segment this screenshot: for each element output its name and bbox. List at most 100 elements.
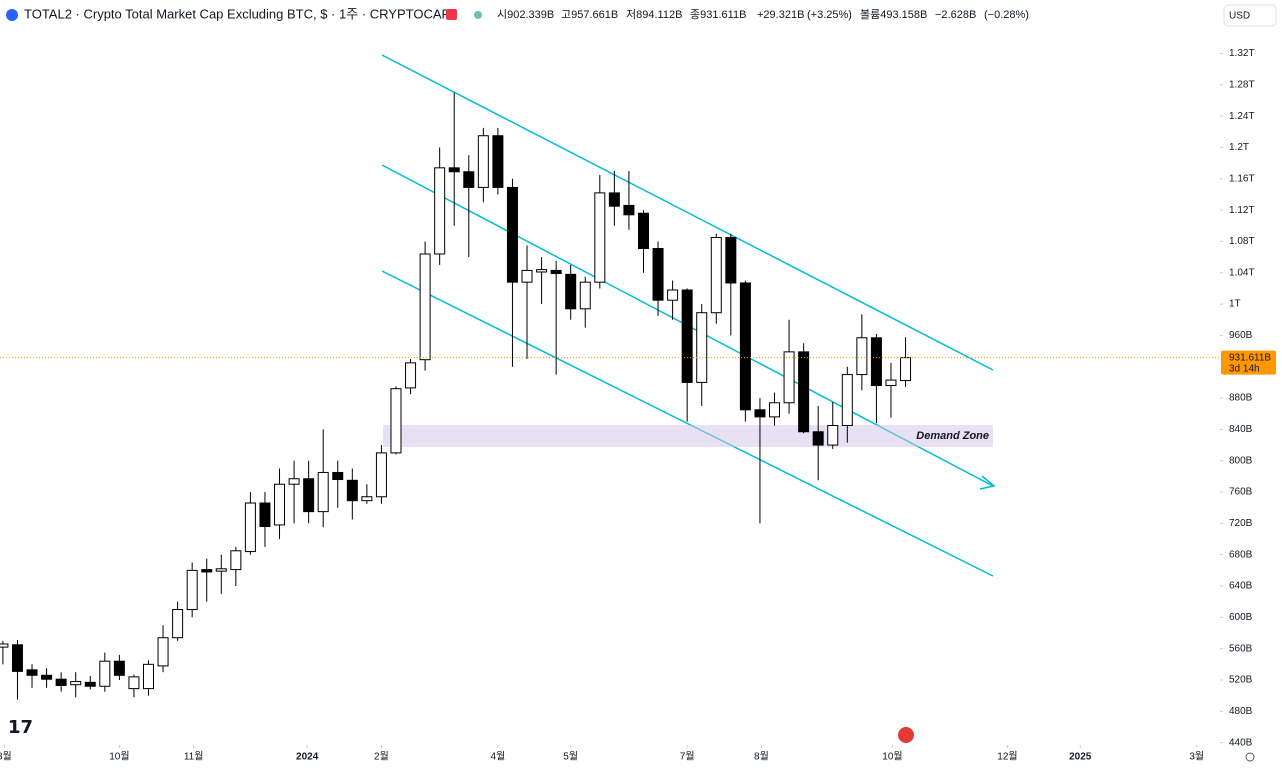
header-stat: −2.628B [935,9,976,21]
candle-body [375,452,387,498]
y-tick-label: 480B [1229,706,1253,717]
y-tick-label: 560B [1229,643,1253,654]
header-stat: 시902.339B [497,9,554,21]
header-stat: 저894.112B [626,8,682,21]
y-tick-label: 1T [1229,299,1241,310]
candle-body [827,424,839,446]
candle-body [142,663,154,690]
candle-body [754,409,766,418]
candle-body [492,135,504,188]
currency-label: USD [1229,11,1250,22]
candle-body [506,186,518,283]
candle-body [841,374,853,426]
candle-body [885,379,897,387]
candle-body [244,502,256,553]
event-icon[interactable] [898,727,914,743]
price-badge [1221,350,1276,375]
y-tick-label: 600B [1229,612,1253,623]
x-tick-label: 3월 [1189,751,1204,763]
y-tick-label: 680B [1229,549,1253,560]
candle-body [536,269,548,273]
candle-body [332,471,344,481]
candle-body [230,550,242,571]
candle-body [55,678,67,686]
candle-body [623,204,635,216]
candle-body [288,478,300,485]
candle-body [317,471,329,513]
candle-body [608,192,620,207]
countdown-label: 3d 14h [1229,363,1260,374]
candle-body [812,431,824,446]
candle-body [26,669,38,676]
candle-body [477,135,489,188]
demand-zone [383,425,993,447]
candle-body [172,609,184,639]
y-tick-label: 1.24T [1229,111,1255,122]
header-stat: +29.321B [757,9,804,21]
logo: 𝟭𝟳 [8,717,33,737]
candle-body [186,569,198,611]
candle-body [70,681,82,686]
candle-body [579,281,591,310]
y-tick-label: 800B [1229,455,1253,466]
candle-body [856,337,868,376]
y-tick-label: 1.08T [1229,236,1255,247]
candle-body [303,478,315,513]
header-stat: (+3.25%) [807,9,852,21]
channel-top [381,54,994,371]
candle-body [521,269,533,283]
candle-body [361,496,373,502]
candle-body [798,351,810,433]
y-tick-label: 520B [1229,675,1253,686]
x-tick-label: 2월 [374,751,389,763]
x-tick-label: 2025 [1069,752,1092,763]
candle-body [448,167,460,173]
candle-body [259,502,271,528]
candle-body [696,312,708,383]
candle-body [594,192,606,283]
candle-body [725,237,737,284]
y-tick-label: 840B [1229,424,1253,435]
header-stat: (−0.28%) [984,9,1029,21]
y-tick-label: 720B [1229,518,1253,529]
header-stat: 고957.661B [561,9,618,21]
x-tick-label: 8월 [754,751,769,763]
candle-body [346,479,358,502]
candle-body [637,212,649,249]
candle-body [550,269,562,275]
y-tick-label: 1.2T [1229,142,1249,153]
candle-body [652,247,664,301]
candle-body [11,644,23,672]
currency-button[interactable] [1223,4,1277,27]
candle-body [0,643,9,648]
status-dot [474,11,482,19]
symbol-icon [6,9,18,21]
candle-body [274,483,286,526]
y-tick-label: 1.16T [1229,173,1255,184]
x-tick-label: 2024 [296,752,319,763]
candle-body [99,660,111,687]
candle-body [667,289,679,301]
header-stat: 볼륨493.158B [860,8,927,21]
y-tick-label: 1.32T [1229,48,1255,59]
channel-bottom [381,270,994,577]
header-stat: 종931.611B [690,9,746,21]
settings-icon[interactable] [1245,752,1255,762]
y-tick-label: 1.12T [1229,205,1255,216]
flag-icon[interactable] [446,9,457,20]
candle-body [84,681,96,687]
candle-body [739,282,751,411]
candle-body [783,351,795,404]
candle-body [41,674,53,680]
candle-body [463,171,475,188]
candle-body [113,660,125,676]
candle-body [900,357,912,382]
y-tick-label: 440B [1229,737,1253,748]
y-tick-label: 640B [1229,581,1253,592]
candle-body [201,569,213,573]
candle-body [870,337,882,387]
candle-body [419,253,431,361]
y-tick-label: 880B [1229,393,1253,404]
chart-title: TOTAL2 · Crypto Total Market Cap Excludi… [24,6,450,21]
